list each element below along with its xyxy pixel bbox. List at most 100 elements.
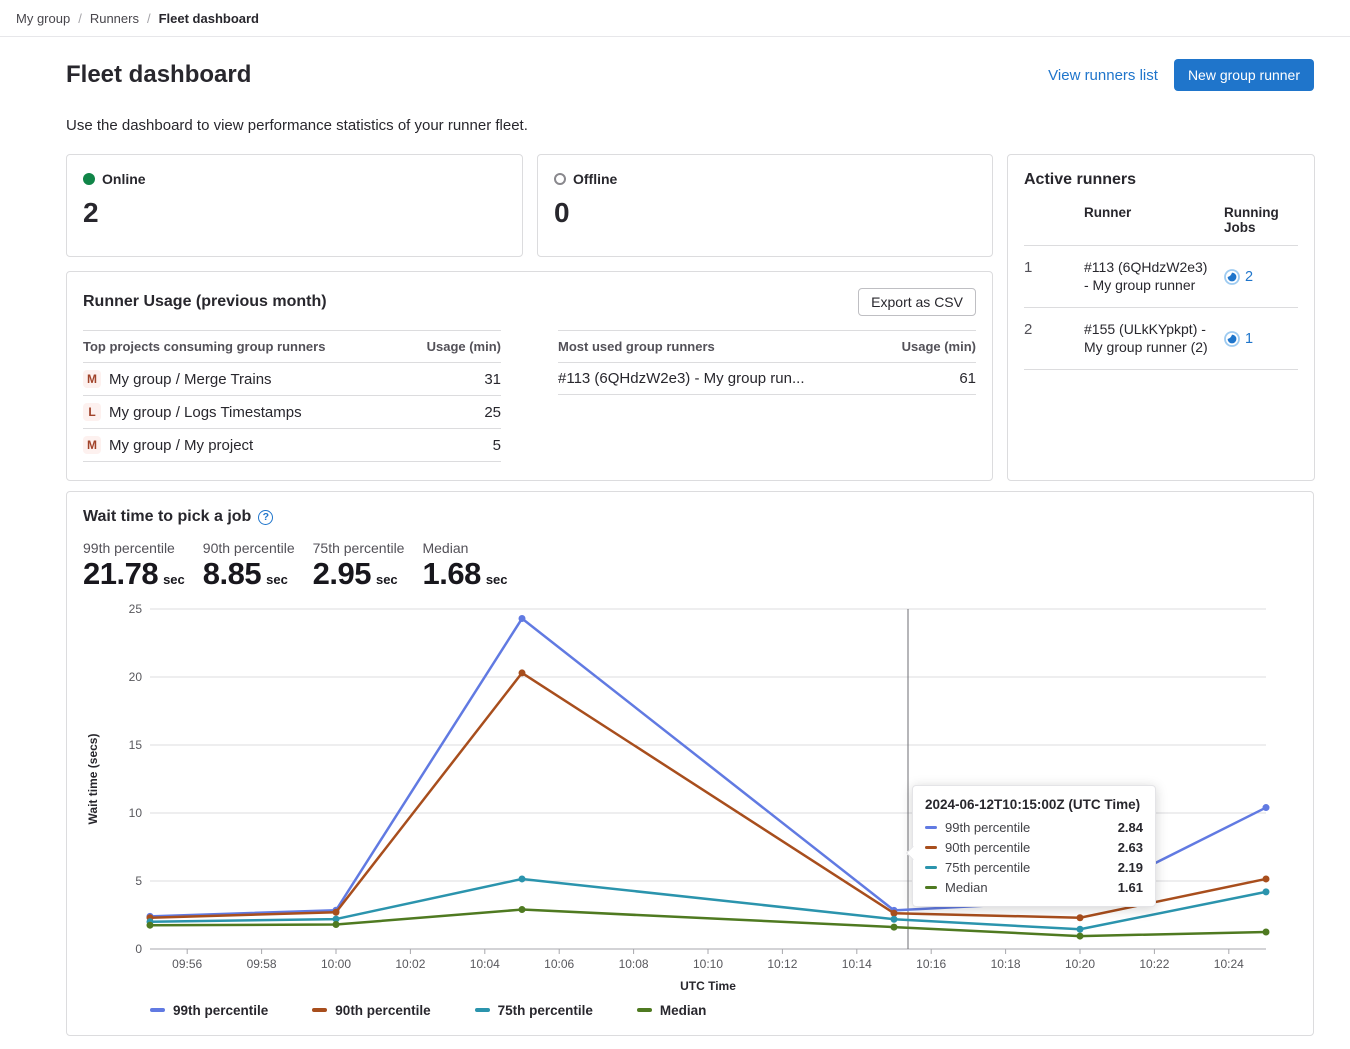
top-project-row: LMy group / Logs Timestamps25 [83, 396, 501, 429]
active-runners-card: Active runners Runner Running Jobs 1#113… [1007, 154, 1315, 481]
top-projects-usage-header: Usage (min) [427, 339, 501, 354]
running-status-icon [1224, 269, 1240, 285]
active-runner-row: 1#113 (6QHdzW2e3) - My group runner2 [1024, 246, 1298, 308]
export-csv-button[interactable]: Export as CSV [858, 288, 976, 316]
legend-item[interactable]: 90th percentile [312, 1003, 430, 1018]
tooltip-series-name: 75th percentile [945, 860, 1030, 875]
svg-text:UTC Time: UTC Time [680, 979, 736, 993]
active-runner-row: 2#155 (ULkKYpkpt) - My group runner (2)1 [1024, 308, 1298, 370]
top-project-row: MMy group / Merge Trains31 [83, 363, 501, 396]
view-runners-list-link[interactable]: View runners list [1048, 67, 1158, 84]
project-name: My group / Logs Timestamps [109, 404, 302, 421]
runner-usage-title: Runner Usage (previous month) [83, 293, 327, 311]
wait-time-card: Wait time to pick a job ? 99th percentil… [66, 491, 1314, 1036]
tooltip-series-value: 1.61 [1118, 880, 1143, 895]
legend-mark-icon [150, 1008, 165, 1012]
running-jobs-count-link[interactable]: 2 [1245, 269, 1253, 285]
project-name: My group / Merge Trains [109, 371, 272, 388]
top-projects-header: Top projects consuming group runners [83, 339, 325, 354]
runner-name: #113 (6QHdzW2e3) - My group runner [1084, 259, 1224, 294]
project-avatar: M [83, 436, 101, 454]
wait-time-stat: 99th percentile21.78sec [83, 540, 185, 592]
legend-item[interactable]: 99th percentile [150, 1003, 268, 1018]
svg-text:5: 5 [135, 874, 142, 888]
wait-time-stat: 75th percentile2.95sec [313, 540, 405, 592]
tooltip-series-name: Median [945, 880, 988, 895]
breadcrumb-current: Fleet dashboard [159, 11, 259, 26]
active-runners-title: Active runners [1024, 171, 1298, 189]
svg-text:10:24: 10:24 [1214, 957, 1244, 971]
stat-label: 99th percentile [83, 540, 185, 556]
stat-value: 8.85sec [203, 556, 295, 592]
stat-value: 21.78sec [83, 556, 185, 592]
active-runners-index-header [1024, 205, 1084, 235]
online-status-icon [83, 173, 95, 185]
active-runners-runner-header: Runner [1084, 205, 1224, 235]
stat-unit: sec [376, 572, 398, 587]
svg-text:Wait time (secs): Wait time (secs) [86, 733, 100, 824]
running-status-icon [1224, 331, 1240, 347]
stat-unit: sec [163, 572, 185, 587]
svg-text:09:56: 09:56 [172, 957, 202, 971]
svg-text:10:12: 10:12 [767, 957, 797, 971]
svg-text:10:18: 10:18 [991, 957, 1021, 971]
page-subtitle: Use the dashboard to view performance st… [66, 117, 1314, 134]
legend-item[interactable]: 75th percentile [475, 1003, 593, 1018]
new-group-runner-button[interactable]: New group runner [1174, 59, 1314, 91]
wait-time-stat: Median1.68sec [422, 540, 507, 592]
tooltip-series-name: 99th percentile [945, 820, 1030, 835]
runner-usage-card: Runner Usage (previous month) Export as … [66, 271, 993, 481]
breadcrumb-my-group[interactable]: My group [16, 11, 70, 26]
page-title: Fleet dashboard [66, 61, 251, 89]
most-used-runner-row: #113 (6QHdzW2e3) - My group run...61 [558, 363, 976, 395]
running-jobs-count-link[interactable]: 1 [1245, 331, 1253, 347]
stat-label: Median [422, 540, 507, 556]
legend-label: 75th percentile [498, 1003, 593, 1018]
wait-time-chart[interactable]: 051015202509:5609:5810:0010:0210:0410:06… [67, 592, 1313, 1034]
svg-text:10: 10 [129, 806, 143, 820]
offline-runners-card: Offline 0 [537, 154, 993, 257]
tooltip-series-name: 90th percentile [945, 840, 1030, 855]
breadcrumb-separator-icon: / [78, 11, 82, 26]
offline-status-icon [554, 173, 566, 185]
stat-value: 1.68sec [422, 556, 507, 592]
online-count: 2 [83, 197, 506, 229]
stat-unit: sec [486, 572, 508, 587]
stat-label: 75th percentile [313, 540, 405, 556]
svg-text:10:10: 10:10 [693, 957, 723, 971]
tooltip-row: 90th percentile 2.63 [925, 840, 1143, 855]
offline-label: Offline [573, 171, 617, 187]
tooltip-title: 2024-06-12T10:15:00Z (UTC Time) [925, 797, 1143, 812]
breadcrumb-runners[interactable]: Runners [90, 11, 139, 26]
svg-text:25: 25 [129, 602, 143, 616]
stat-value: 2.95sec [313, 556, 405, 592]
chart-tooltip: 2024-06-12T10:15:00Z (UTC Time) 99th perc… [912, 785, 1156, 907]
most-used-usage-header: Usage (min) [902, 339, 976, 354]
svg-text:10:00: 10:00 [321, 957, 351, 971]
breadcrumb: My group / Runners / Fleet dashboard [0, 0, 1350, 37]
tooltip-series-value: 2.19 [1118, 860, 1143, 875]
help-icon[interactable]: ? [258, 510, 273, 525]
svg-text:20: 20 [129, 670, 143, 684]
legend-mark-icon [637, 1008, 652, 1012]
tooltip-series-icon [925, 846, 937, 849]
project-name: My group / My project [109, 437, 253, 454]
svg-text:10:22: 10:22 [1139, 957, 1169, 971]
active-runners-table: Runner Running Jobs 1#113 (6QHdzW2e3) - … [1024, 199, 1298, 370]
svg-text:10:14: 10:14 [842, 957, 872, 971]
wait-time-stat: 90th percentile8.85sec [203, 540, 295, 592]
online-runners-card: Online 2 [66, 154, 523, 257]
wait-time-title: Wait time to pick a job [83, 508, 251, 526]
tooltip-series-value: 2.84 [1118, 820, 1143, 835]
svg-text:10:04: 10:04 [470, 957, 500, 971]
project-usage-min: 25 [484, 404, 501, 421]
legend-item[interactable]: Median [637, 1003, 707, 1018]
legend-mark-icon [312, 1008, 327, 1012]
runner-name: #113 (6QHdzW2e3) - My group run... [558, 370, 805, 387]
legend-mark-icon [475, 1008, 490, 1012]
svg-text:10:06: 10:06 [544, 957, 574, 971]
svg-text:10:20: 10:20 [1065, 957, 1095, 971]
most-used-header: Most used group runners [558, 339, 715, 354]
svg-text:09:58: 09:58 [247, 957, 277, 971]
tooltip-series-value: 2.63 [1118, 840, 1143, 855]
